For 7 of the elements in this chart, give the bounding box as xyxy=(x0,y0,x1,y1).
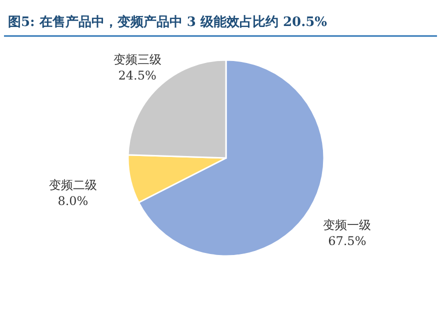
data-label: 8.0% xyxy=(58,194,88,208)
slice-label: 变频三级 xyxy=(113,52,162,67)
slice-label: 变频一级 xyxy=(323,218,372,232)
data-label: 67.5% xyxy=(328,234,366,248)
data-label: 24.5% xyxy=(118,68,156,83)
chart-title: 图5: 在售产品中，变频产品中 3 级能效占比约 20.5% xyxy=(8,14,328,30)
slice-label: 变频二级 xyxy=(48,178,97,192)
